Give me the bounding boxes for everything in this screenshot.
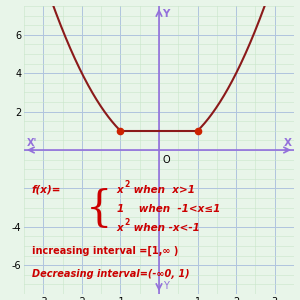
Text: f(x)=: f(x)=: [32, 184, 61, 195]
Text: x: x: [117, 184, 123, 195]
Text: 2: 2: [124, 180, 130, 189]
Text: Y: Y: [163, 281, 169, 291]
Text: O: O: [162, 154, 170, 165]
Text: Y: Y: [162, 9, 169, 19]
Text: 2: 2: [124, 218, 130, 227]
Text: Decreasing interval=(-∞0, 1): Decreasing interval=(-∞0, 1): [32, 269, 189, 279]
Text: X': X': [26, 138, 37, 148]
Text: when -x<-1: when -x<-1: [130, 223, 200, 233]
Text: {: {: [86, 188, 112, 230]
Text: 1    when  -1<x≤1: 1 when -1<x≤1: [117, 204, 220, 214]
Text: when  x>1: when x>1: [130, 184, 195, 195]
Text: x: x: [117, 223, 123, 233]
Text: increasing interval =[1,∞ ): increasing interval =[1,∞ ): [32, 246, 178, 256]
Text: X: X: [284, 138, 292, 148]
